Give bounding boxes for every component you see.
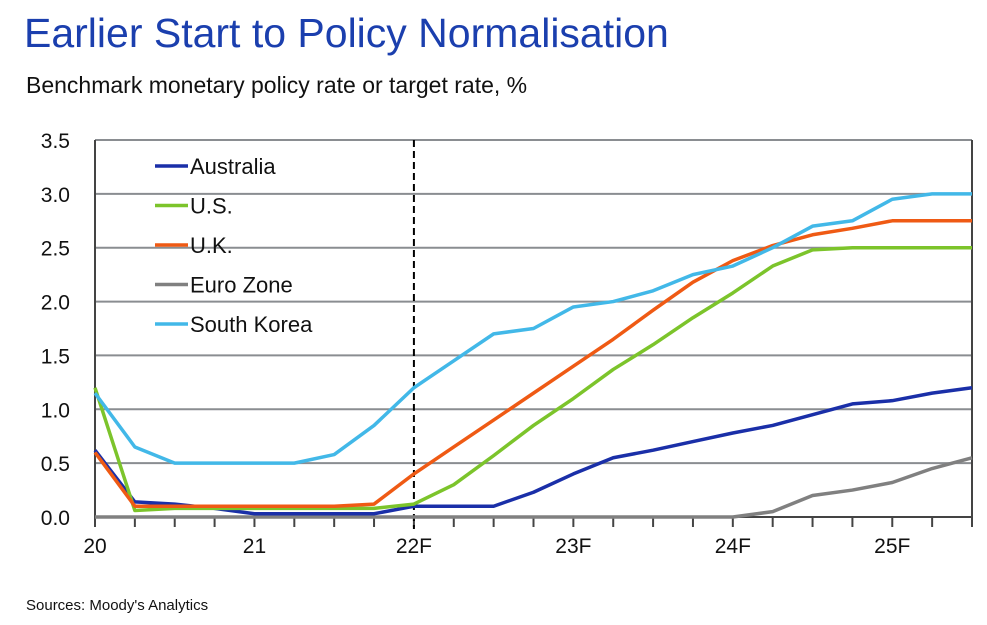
x-tick-label: 24F — [715, 535, 751, 558]
source-note: Sources: Moody's Analytics — [26, 597, 209, 614]
series-line-u-s- — [93, 245, 972, 513]
legend-label: U.S. — [190, 194, 233, 219]
x-tick-label: 21 — [243, 535, 266, 558]
y-tick-label: 2.0 — [41, 292, 70, 315]
x-tick-label: 22F — [396, 535, 432, 558]
y-tick-label: 2.5 — [41, 238, 70, 261]
x-tick-label: 23F — [555, 535, 591, 558]
y-tick-label: 0.0 — [41, 507, 70, 530]
x-tick-label: 25F — [874, 535, 910, 558]
y-tick-label: 1.5 — [41, 345, 70, 368]
series-line-u-k- — [93, 219, 972, 508]
y-tick-label: 3.5 — [41, 130, 70, 153]
legend-label: U.K. — [190, 233, 233, 258]
series-line-australia — [93, 386, 973, 516]
series-line-south-korea — [93, 192, 972, 465]
chart-title: Earlier Start to Policy Normalisation — [24, 10, 669, 56]
y-tick-label: 1.0 — [41, 399, 70, 422]
series-line-euro-zone — [95, 456, 973, 519]
legend-label: South Korea — [190, 312, 313, 337]
x-tick-label: 20 — [83, 535, 106, 558]
y-tick-label: 0.5 — [41, 453, 70, 476]
legend-label: Australia — [190, 154, 276, 179]
y-tick-label: 3.0 — [41, 184, 70, 207]
chart-subtitle: Benchmark monetary policy rate or target… — [26, 72, 528, 98]
legend-label: Euro Zone — [190, 273, 293, 298]
